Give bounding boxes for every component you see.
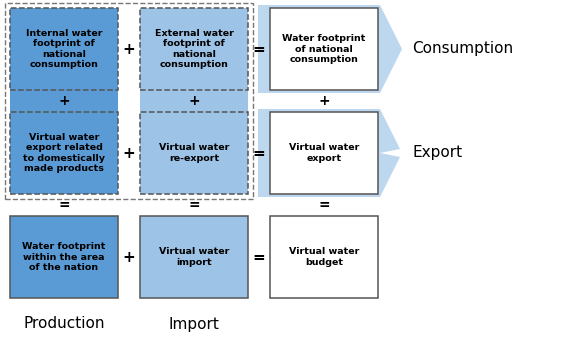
Text: =: = [253,145,265,160]
Text: Virtual water
budget: Virtual water budget [289,247,359,267]
Bar [270,216,378,298]
Bar [10,216,118,298]
Bar [270,112,378,194]
Text: Consumption: Consumption [412,42,513,56]
Text: +: + [318,94,330,108]
Bar [10,8,118,90]
Text: =: = [253,42,265,56]
Polygon shape [258,109,400,153]
Text: Virtual water
export: Virtual water export [289,143,359,163]
Bar [5,3,253,199]
Text: Export: Export [412,145,462,160]
Text: +: + [122,42,136,56]
Bar [10,112,118,194]
Polygon shape [258,5,402,93]
Text: Import: Import [168,317,219,331]
Text: Virtual water
export related
to domestically
made products: Virtual water export related to domestic… [23,133,105,173]
Text: +: + [122,250,136,265]
Text: +: + [58,94,70,108]
Text: Water footprint
within the area
of the nation: Water footprint within the area of the n… [22,242,105,272]
Text: +: + [122,145,136,160]
Bar [140,216,248,298]
Text: Virtual water
re-export: Virtual water re-export [159,143,229,163]
Text: Internal water
footprint of
national
consumption: Internal water footprint of national con… [26,29,102,69]
Text: =: = [58,198,70,212]
Bar [10,8,118,194]
Text: Water footprint
of national
consumption: Water footprint of national consumption [282,34,366,64]
Bar [140,8,248,194]
Text: Production: Production [23,317,105,331]
Polygon shape [258,153,400,197]
Text: +: + [188,94,200,108]
Bar [270,8,378,90]
Text: =: = [188,198,200,212]
Bar [140,8,248,90]
Text: =: = [318,198,330,212]
Text: =: = [253,250,265,265]
Text: Virtual water
import: Virtual water import [159,247,229,267]
Bar [140,112,248,194]
Text: External water
footprint of
national
consumption: External water footprint of national con… [155,29,234,69]
